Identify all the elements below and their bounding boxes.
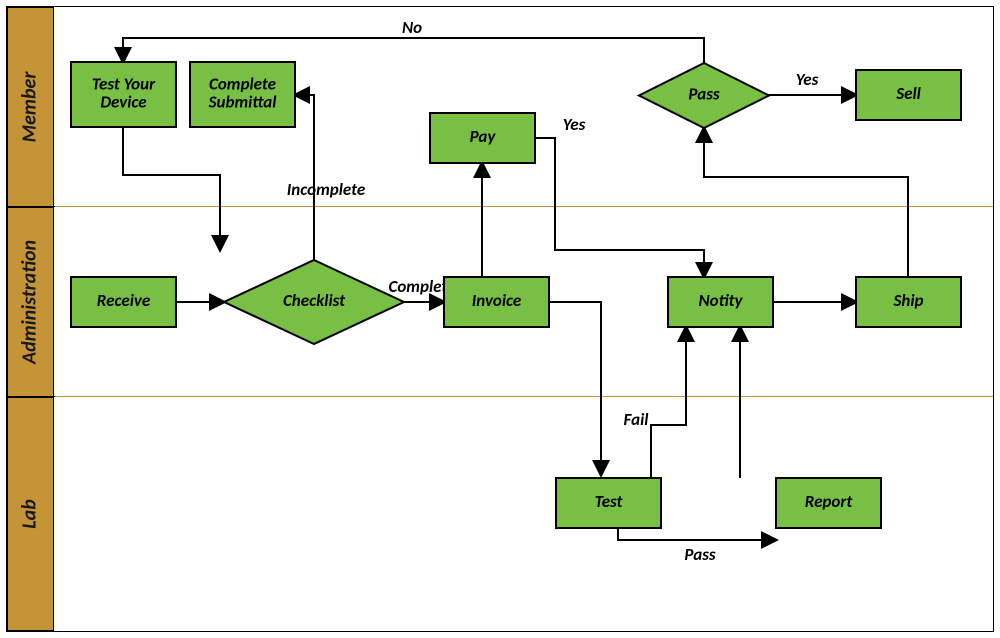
edge-label-e6: Yes — [563, 114, 586, 135]
node-label-complete_sub: Submittal — [208, 92, 278, 113]
node-label-test_device: Device — [100, 92, 146, 113]
swimlane-diagram: MemberAdministrationLabIncompleteComplet… — [0, 0, 1000, 638]
node-label-notify: Notity — [699, 290, 744, 311]
edge-label-e14: No — [402, 17, 422, 38]
node-label-sell: Sell — [895, 83, 921, 104]
node-label-test: Test — [595, 491, 624, 512]
node-label-invoice: Invoice — [472, 290, 522, 311]
node-label-checklist: Checklist — [283, 290, 346, 311]
node-label-pass: Pass — [688, 84, 719, 105]
node-label-receive: Receive — [97, 290, 150, 311]
node-label-ship: Ship — [892, 290, 923, 311]
lane-label-member: Member — [17, 71, 41, 143]
lane-label-lab: Lab — [17, 499, 41, 529]
node-label-pay: Pay — [470, 126, 497, 147]
edge-label-e8: Pass — [684, 544, 715, 565]
edge-label-e13: Yes — [796, 69, 819, 90]
node-label-report: Report — [805, 491, 854, 512]
edge-label-e3: Incomplete — [287, 179, 365, 200]
edge-label-e9: Fail — [624, 409, 650, 430]
lane-label-administration: Administration — [17, 240, 41, 365]
